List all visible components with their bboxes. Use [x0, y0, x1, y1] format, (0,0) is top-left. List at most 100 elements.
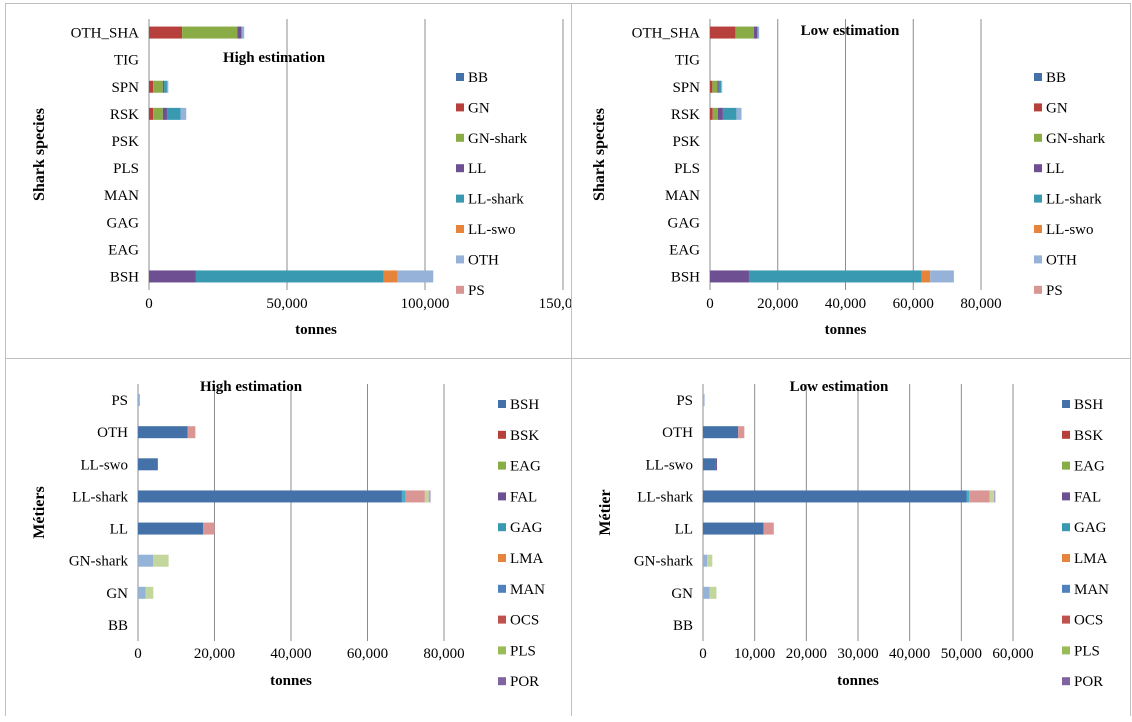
bar-segment — [237, 26, 242, 39]
x-tick-label: 100,000 — [401, 296, 450, 312]
legend-label: PLS — [1074, 643, 1100, 659]
bar-segment — [763, 522, 774, 535]
legend-label: OTH — [1046, 252, 1077, 268]
legend-label: OTH — [468, 252, 499, 268]
y-tick-label: LL — [110, 522, 128, 538]
legend-swatch — [498, 400, 506, 408]
y-tick-label: RSK — [110, 107, 139, 123]
legend-swatch — [1062, 523, 1070, 532]
legend-swatch — [456, 103, 464, 112]
legend-label: GN — [1046, 100, 1068, 116]
x-tick-label: 40,000 — [825, 296, 866, 312]
bar-segment — [138, 426, 188, 439]
y-axis-label: Shark species — [31, 108, 48, 201]
y-tick-label: BB — [673, 618, 693, 634]
y-axis-label: Shark species — [591, 108, 608, 201]
x-tick-label: 50,000 — [266, 296, 307, 312]
legend-label: BSH — [510, 397, 539, 413]
x-tick-label: 0 — [706, 296, 714, 312]
legend-swatch — [456, 164, 464, 173]
bar-segment — [921, 270, 931, 283]
bar-segment — [424, 490, 429, 503]
y-tick-label: GN-shark — [634, 554, 694, 570]
x-tick-label: 40,000 — [889, 646, 930, 662]
bar-segment — [717, 107, 723, 120]
bar-segment — [735, 26, 755, 39]
y-tick-label: GN — [106, 586, 128, 602]
bar-segment — [710, 80, 713, 93]
bar-segment — [162, 80, 165, 93]
bar-segment — [710, 107, 713, 120]
bar-segment — [138, 458, 158, 471]
legend-swatch — [498, 461, 506, 470]
bar-segment — [722, 107, 737, 120]
bar-segment — [138, 490, 402, 503]
x-tick-label: 50,000 — [941, 646, 982, 662]
bar-segment — [757, 26, 760, 39]
legend-swatch — [1034, 164, 1042, 173]
bar-segment — [153, 554, 169, 567]
bar-segment — [149, 26, 183, 39]
x-tick-label: 0 — [134, 646, 142, 662]
legend-label: PS — [468, 283, 485, 299]
bar-segment — [717, 80, 719, 93]
bar-segment — [707, 554, 713, 567]
x-tick-label: 40,000 — [270, 646, 311, 662]
y-tick-label: LL-swo — [81, 457, 129, 473]
legend-swatch — [1034, 194, 1042, 203]
x-axis-label: tonnes — [295, 322, 337, 338]
y-tick-label: OTH — [662, 425, 693, 441]
x-tick-label: 0 — [145, 296, 153, 312]
legend-label: BSH — [1074, 397, 1103, 413]
panel-species-high: 0 50,000 100,000 150,000 BSH EAG GAG MAN PLS PSK R… — [5, 3, 587, 358]
y-tick-label: MAN — [665, 188, 700, 204]
y-tick-label: PS — [111, 393, 128, 409]
legend-label: GAG — [1074, 520, 1107, 536]
legend-swatch — [456, 255, 464, 264]
bar-segment — [703, 490, 967, 503]
bar-segment — [989, 490, 994, 503]
legend-label: LL-shark — [1046, 192, 1102, 208]
chart-species-high-estimation: 0 50,000 100,000 150,000 BSH EAG GAG MAN PLS PSK R… — [31, 19, 587, 338]
legend-label: MAN — [1074, 582, 1109, 598]
legend-label: POR — [1074, 674, 1103, 690]
legend-swatch — [1034, 133, 1042, 142]
x-tick-label: 80,000 — [423, 646, 464, 662]
y-tick-label: LL-shark — [72, 489, 128, 505]
legend-swatch — [498, 554, 506, 562]
bar-segment — [405, 490, 425, 503]
y-tick-label: OTH_SHA — [632, 26, 701, 42]
bar-segment — [715, 458, 717, 471]
bar-segment — [712, 107, 718, 120]
bar-segment — [703, 522, 764, 535]
y-tick-label: OTH — [97, 425, 128, 441]
bar-segment — [241, 26, 245, 39]
bar-segment — [738, 426, 745, 439]
x-axis-label: tonnes — [825, 322, 867, 338]
x-tick-label: 60,000 — [992, 646, 1033, 662]
y-tick-label: LL — [675, 522, 693, 538]
bar-segment — [703, 426, 739, 439]
x-tick-label: 60,000 — [893, 296, 934, 312]
bar-segment — [138, 586, 146, 599]
y-tick-label: OTH_SHA — [71, 26, 140, 42]
y-tick-label: SPN — [672, 80, 700, 96]
y-tick-label: TIG — [675, 53, 700, 69]
legend-swatch — [1062, 677, 1070, 686]
bar-segment — [187, 426, 196, 439]
bar-segment — [195, 270, 384, 283]
legend-swatch — [1034, 285, 1042, 294]
legend-label: GAG — [510, 520, 543, 536]
x-tick-label: 150,000 — [539, 296, 572, 312]
bar-segment — [710, 270, 749, 283]
bar-segment — [721, 80, 723, 93]
bar-segment — [428, 490, 431, 503]
chart-metier-low-estimation: 0 10,000 20,000 30,000 40,000 50,000 60,000 BB G… — [597, 379, 1109, 690]
legend-label: GN-shark — [468, 131, 528, 147]
x-tick-label: 20,000 — [194, 646, 235, 662]
bar-segment — [930, 270, 954, 283]
bar-segment — [162, 107, 167, 120]
bar-segment — [145, 586, 154, 599]
bar-segment — [736, 107, 742, 120]
bar-segment — [153, 107, 163, 120]
